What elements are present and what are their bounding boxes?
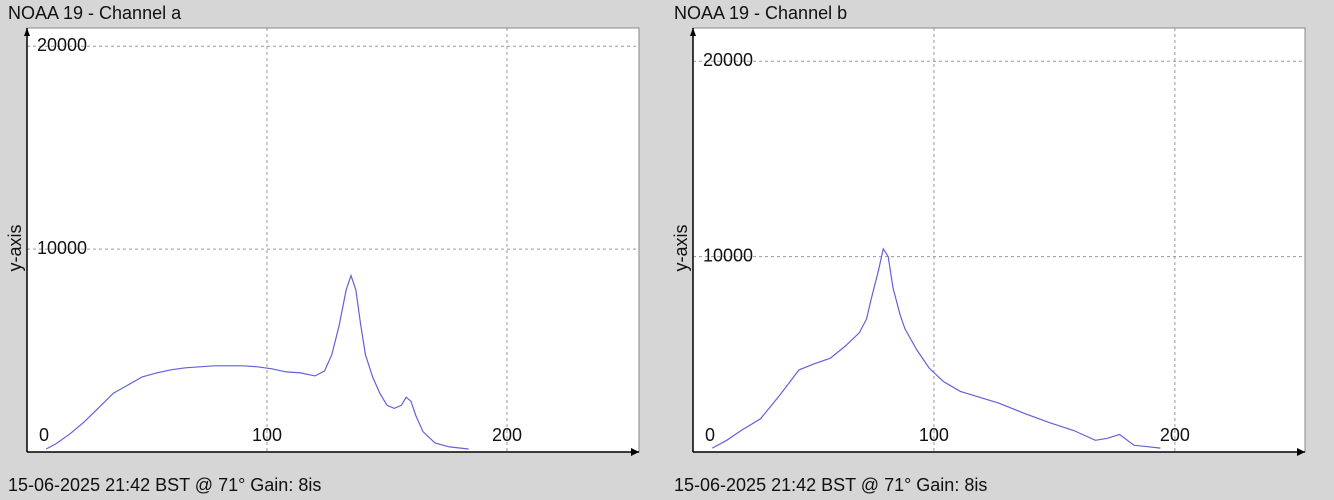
x-tick-label: 200 <box>492 425 522 445</box>
chart-title: NOAA 19 - Channel a <box>8 3 182 23</box>
plot-area <box>692 27 1306 453</box>
x-tick-label: 100 <box>919 425 949 445</box>
x-tick-label: 100 <box>252 425 282 445</box>
x-axis-arrow <box>1297 448 1305 456</box>
footer: 15-06-2025 21:42 BST @ 71° Gain: 8is <box>674 475 987 495</box>
y-axis-label: y-axis <box>671 224 691 271</box>
y-axis-arrow <box>690 28 696 36</box>
y-tick-label: 10000 <box>703 245 753 265</box>
data-line <box>45 273 469 450</box>
x-axis-arrow <box>631 448 639 456</box>
y-tick-label: 10000 <box>37 238 87 258</box>
x-tick-label: 0 <box>39 425 49 445</box>
x-tick-label: 200 <box>1160 425 1190 445</box>
y-tick-label: 20000 <box>37 35 87 55</box>
data-line <box>712 247 1161 449</box>
plot-area <box>26 27 640 453</box>
y-axis-label: y-axis <box>5 224 25 271</box>
x-tick-label: 0 <box>705 425 715 445</box>
y-tick-label: 20000 <box>703 50 753 70</box>
chart-title: NOAA 19 - Channel b <box>674 3 847 23</box>
footer: 15-06-2025 21:42 BST @ 71° Gain: 8is <box>8 475 321 495</box>
y-axis-arrow <box>24 28 30 36</box>
